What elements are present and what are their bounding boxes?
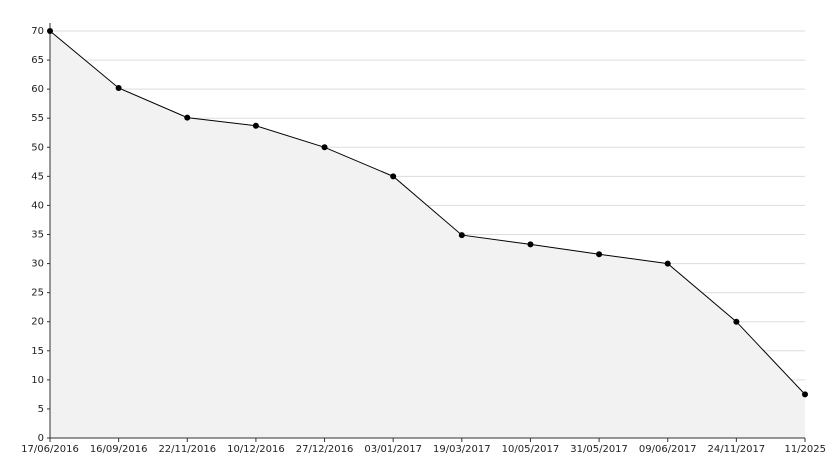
- x-tick-label: 11/2025: [784, 444, 826, 455]
- y-tick-label: 35: [31, 230, 44, 241]
- point: [596, 251, 603, 258]
- y-tick-label: 10: [31, 375, 44, 386]
- x-tick-label: 10/05/2017: [502, 444, 560, 455]
- y-tick-label: 5: [38, 404, 44, 415]
- point: [664, 260, 671, 267]
- x-tick-label: 22/11/2016: [158, 444, 216, 455]
- y-tick-label: 25: [31, 288, 44, 299]
- point: [733, 318, 740, 325]
- y-tick-label: 70: [31, 26, 44, 37]
- x-tick-label: 27/12/2016: [296, 444, 354, 455]
- point: [527, 241, 534, 248]
- point: [252, 122, 259, 129]
- y-tick-label: 65: [31, 55, 44, 66]
- point: [321, 144, 328, 151]
- point: [47, 28, 53, 34]
- x-tick-label: 19/03/2017: [433, 444, 491, 455]
- point: [390, 173, 397, 180]
- y-tick-label: 0: [38, 433, 44, 444]
- y-tick-label: 30: [31, 259, 44, 270]
- x-tick-label: 31/05/2017: [570, 444, 628, 455]
- x-tick-label: 16/09/2016: [90, 444, 148, 455]
- line: [49, 30, 806, 395]
- area-fill: [50, 31, 805, 438]
- point: [458, 232, 465, 239]
- point: [802, 391, 808, 398]
- x-tick-label: 03/01/2017: [364, 444, 422, 455]
- y-tick-label: 45: [31, 171, 44, 182]
- y-tick-label: 40: [31, 200, 44, 211]
- y-tick-label: 15: [31, 346, 44, 357]
- y-tick-label: 20: [31, 317, 44, 328]
- point: [115, 84, 122, 91]
- x-tick-label: 17/06/2016: [21, 444, 79, 455]
- x-tick-label: 24/11/2017: [708, 444, 766, 455]
- point: [184, 114, 191, 121]
- x-tick-label: 09/06/2017: [639, 444, 697, 455]
- y-tick-label: 50: [31, 142, 44, 153]
- x-tick-label: 10/12/2016: [227, 444, 285, 455]
- y-tick-label: 60: [31, 84, 44, 95]
- y-tick-label: 55: [31, 113, 44, 124]
